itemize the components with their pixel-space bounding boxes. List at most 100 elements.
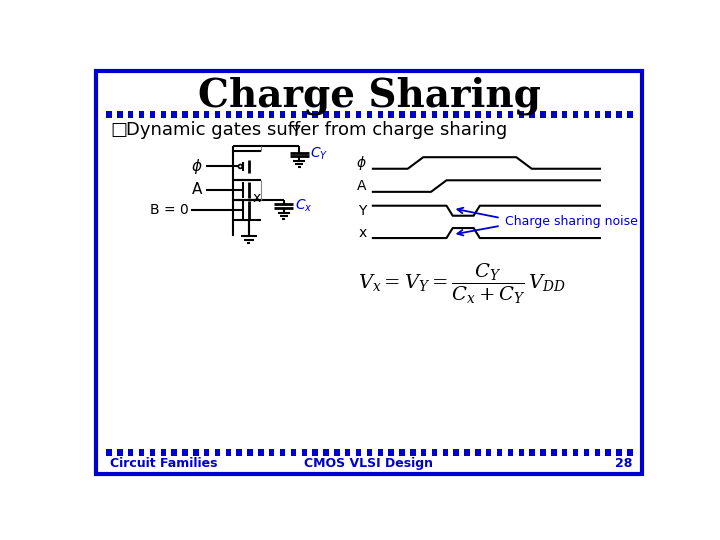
Bar bbox=[578, 449, 584, 456]
Bar bbox=[210, 449, 215, 456]
Text: Dynamic gates suffer from charge sharing: Dynamic gates suffer from charge sharing bbox=[126, 122, 507, 139]
Bar bbox=[220, 449, 225, 456]
Bar bbox=[264, 449, 269, 456]
Bar bbox=[492, 111, 497, 118]
Bar bbox=[503, 449, 508, 456]
Bar bbox=[166, 111, 171, 118]
Text: $V_x = V_Y = \dfrac{C_Y}{C_x + C_Y}\,V_{DD}$: $V_x = V_Y = \dfrac{C_Y}{C_x + C_Y}\,V_{… bbox=[358, 262, 566, 306]
Bar bbox=[611, 449, 616, 456]
Bar bbox=[144, 449, 150, 456]
Bar bbox=[264, 111, 269, 118]
Bar bbox=[481, 449, 486, 456]
Bar bbox=[383, 449, 388, 456]
Bar bbox=[210, 111, 215, 118]
Bar bbox=[242, 111, 248, 118]
Bar bbox=[546, 449, 551, 456]
Bar bbox=[589, 111, 595, 118]
Bar bbox=[481, 111, 486, 118]
Text: $\phi$: $\phi$ bbox=[191, 157, 202, 176]
Bar bbox=[524, 449, 529, 456]
Bar bbox=[274, 449, 280, 456]
Bar bbox=[600, 111, 606, 118]
Bar bbox=[101, 449, 637, 456]
Bar bbox=[535, 111, 540, 118]
Text: Charge Sharing: Charge Sharing bbox=[197, 76, 541, 115]
Text: 28: 28 bbox=[615, 457, 632, 470]
Bar bbox=[177, 449, 182, 456]
Bar bbox=[459, 449, 464, 456]
Bar bbox=[361, 449, 366, 456]
Bar bbox=[101, 111, 107, 118]
Bar bbox=[535, 449, 540, 456]
Bar bbox=[253, 449, 258, 456]
Bar bbox=[361, 111, 366, 118]
Bar bbox=[405, 111, 410, 118]
Bar bbox=[112, 449, 117, 456]
Bar bbox=[318, 111, 323, 118]
Bar bbox=[188, 111, 193, 118]
Bar bbox=[166, 449, 171, 456]
Bar bbox=[469, 449, 475, 456]
Bar bbox=[296, 111, 302, 118]
Bar bbox=[426, 111, 432, 118]
Text: $C_Y$: $C_Y$ bbox=[310, 146, 328, 163]
Bar bbox=[372, 449, 377, 456]
Bar bbox=[632, 111, 638, 118]
Bar bbox=[437, 111, 443, 118]
Bar bbox=[296, 449, 302, 456]
Bar bbox=[329, 449, 334, 456]
Bar bbox=[557, 449, 562, 456]
Bar bbox=[340, 449, 345, 456]
Bar bbox=[285, 449, 291, 456]
Bar bbox=[285, 111, 291, 118]
Bar bbox=[426, 449, 432, 456]
Bar bbox=[188, 449, 193, 456]
Bar bbox=[567, 449, 573, 456]
Bar bbox=[448, 111, 454, 118]
Bar bbox=[415, 449, 421, 456]
Bar bbox=[513, 111, 518, 118]
Bar bbox=[448, 449, 454, 456]
Bar bbox=[437, 449, 443, 456]
Bar bbox=[578, 111, 584, 118]
FancyBboxPatch shape bbox=[96, 71, 642, 475]
Bar bbox=[242, 449, 248, 456]
Bar bbox=[351, 449, 356, 456]
Bar bbox=[459, 111, 464, 118]
Bar bbox=[546, 111, 551, 118]
Text: Y: Y bbox=[291, 125, 300, 139]
Text: $C_x$: $C_x$ bbox=[294, 198, 312, 214]
Text: B = 0: B = 0 bbox=[150, 203, 189, 217]
Bar bbox=[513, 449, 518, 456]
Bar bbox=[144, 111, 150, 118]
Text: □: □ bbox=[110, 122, 127, 139]
Text: Y: Y bbox=[359, 204, 366, 218]
Bar bbox=[351, 111, 356, 118]
Bar bbox=[199, 111, 204, 118]
Bar bbox=[155, 449, 161, 456]
Bar bbox=[372, 111, 377, 118]
Text: x: x bbox=[359, 226, 366, 240]
Bar bbox=[122, 111, 128, 118]
Bar bbox=[307, 111, 312, 118]
Bar bbox=[318, 449, 323, 456]
Text: Circuit Families: Circuit Families bbox=[110, 457, 217, 470]
Bar bbox=[274, 111, 280, 118]
Bar bbox=[394, 111, 399, 118]
Bar bbox=[503, 111, 508, 118]
Bar bbox=[567, 111, 573, 118]
Bar bbox=[133, 111, 139, 118]
Bar bbox=[405, 449, 410, 456]
Bar bbox=[621, 111, 627, 118]
Text: $\phi$: $\phi$ bbox=[356, 154, 366, 172]
Text: CMOS VLSI Design: CMOS VLSI Design bbox=[305, 457, 433, 470]
Bar bbox=[112, 111, 117, 118]
Bar bbox=[231, 111, 236, 118]
Bar bbox=[329, 111, 334, 118]
Bar bbox=[101, 111, 637, 118]
Bar bbox=[492, 449, 497, 456]
Bar bbox=[340, 111, 345, 118]
Bar bbox=[307, 449, 312, 456]
Bar bbox=[220, 111, 225, 118]
Bar bbox=[415, 111, 421, 118]
